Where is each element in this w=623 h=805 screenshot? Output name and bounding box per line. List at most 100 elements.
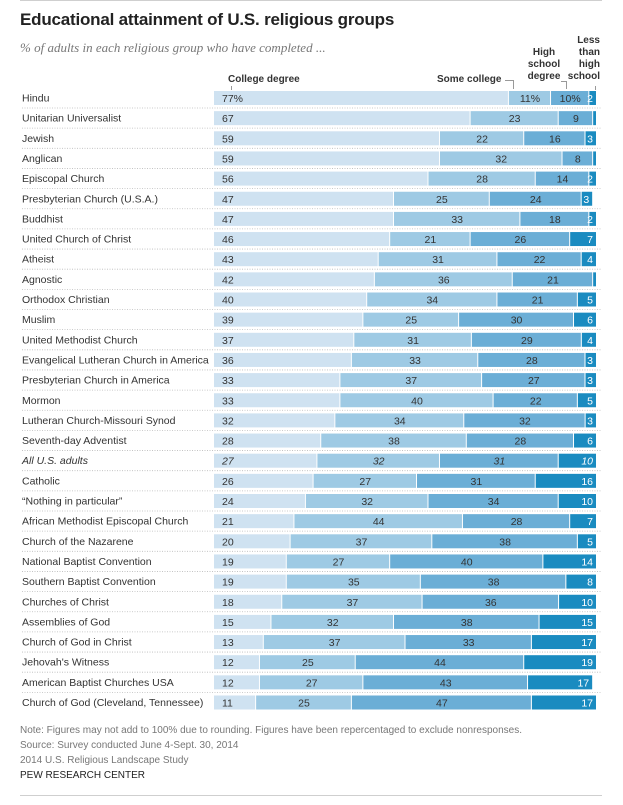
bar-segment-high-school	[432, 534, 577, 549]
category-label: Hindu	[22, 93, 50, 105]
category-label: Jehovah's Witness	[22, 657, 109, 669]
bar-segment-some-college	[428, 171, 535, 186]
bar-row: Orthodox Christian 40 34 21 5	[22, 292, 596, 307]
bar-row: Seventh-day Adventist 28 38 28 6	[22, 433, 596, 448]
data-label-some-college: 11%	[520, 93, 540, 105]
data-label-high-school: 26	[515, 234, 527, 246]
bar-segment-less-than-high-school	[559, 594, 596, 609]
bar-segment-college	[214, 695, 256, 710]
legend-college-tick	[231, 86, 232, 90]
bar-segment-high-school	[459, 312, 574, 327]
bar-segment-high-school	[351, 695, 531, 710]
data-label-college: 33	[222, 375, 234, 387]
legend-college-degree: College degree	[228, 74, 300, 85]
data-label-less-than-high-school: 17	[577, 677, 589, 689]
bar-segment-college	[214, 514, 294, 529]
data-label-college: 59	[222, 153, 234, 165]
bar-segment-college	[214, 554, 286, 569]
bar-segment-high-school	[355, 655, 524, 670]
bar-segment-less-than-high-school	[585, 413, 596, 428]
bar-segment-high-school	[394, 614, 539, 629]
bar-segment-high-school	[478, 352, 585, 367]
data-label-college: 32	[222, 415, 234, 427]
data-label-college: 40	[222, 295, 234, 307]
bar-segment-less-than-high-school	[585, 131, 596, 146]
bar-row: Church of God in Christ 13 37 33 17	[22, 635, 596, 650]
bar-segment-college	[214, 534, 290, 549]
bar-segment-college	[214, 292, 367, 307]
data-label-some-college: 33	[409, 355, 421, 367]
bar-segment-some-college	[340, 373, 482, 388]
bar-segment-less-than-high-school	[528, 675, 593, 690]
data-label-college: 37	[222, 335, 234, 347]
data-label-less-than-high-school: 14	[581, 556, 593, 568]
bar-segment-high-school	[524, 131, 585, 146]
category-label: Seventh-day Adventist	[22, 435, 127, 447]
bar-row: Presbyterian Church in America 33 37 27 3	[22, 373, 596, 388]
data-label-less-than-high-school: 7	[587, 516, 593, 528]
bar-segment-college	[214, 131, 439, 146]
bar-row: Lutheran Church-Missouri Synod 32 34 32 3	[22, 413, 596, 428]
bar-segment-college	[214, 453, 317, 468]
category-label: Anglican	[22, 153, 62, 165]
data-label-less-than-high-school: 17	[581, 698, 593, 710]
legend-some-college-hook	[505, 80, 514, 89]
bar-segment-less-than-high-school	[558, 453, 596, 468]
chart-title: Educational attainment of U.S. religious…	[20, 10, 395, 29]
data-label-less-than-high-school: 10	[581, 496, 593, 508]
data-label-college: 33	[222, 395, 234, 407]
legend-less-line-1: Less	[577, 35, 600, 46]
bar-segment-college	[214, 655, 259, 670]
data-label-college: 27	[221, 456, 235, 468]
bar-row: African Methodist Episcopal Church 21 44 28…	[22, 514, 596, 529]
bar-row: Atheist 43 31 22 4	[22, 252, 596, 267]
data-label-college: 47	[222, 194, 234, 206]
data-label-high-school: 36	[485, 597, 497, 609]
category-label: Jewish	[22, 133, 54, 145]
bar-segment-less-than-high-school	[581, 332, 596, 347]
data-label-some-college: 31	[432, 254, 444, 266]
bar-segment-some-college	[439, 151, 562, 166]
data-label-college: 12	[222, 657, 234, 669]
data-label-some-college: 25	[298, 698, 310, 710]
data-label-less-than-high-school: 16	[581, 476, 593, 488]
data-label-some-college: 32	[373, 456, 385, 468]
bar-segment-less-than-high-school	[574, 433, 596, 448]
category-label: Church of the Nazarene	[22, 536, 134, 548]
bar-segment-high-school	[535, 171, 589, 186]
bar-segment-some-college	[351, 352, 478, 367]
bar-segment-some-college	[508, 91, 551, 105]
data-label-some-college: 27	[359, 476, 371, 488]
data-label-high-school: 10%	[560, 93, 581, 105]
category-label: African Methodist Episcopal Church	[22, 516, 188, 528]
bar-segment-high-school	[363, 675, 528, 690]
bar-segment-high-school	[462, 514, 570, 529]
bar-segment-college	[214, 312, 363, 327]
data-label-less-than-high-school: 4	[587, 254, 593, 266]
legend-less-line-2: than	[578, 47, 600, 58]
data-label-less-than-high-school: 4	[587, 335, 593, 347]
bar-segment-high-school	[520, 211, 589, 226]
bar-segment-college	[214, 594, 282, 609]
data-label-college: 67	[222, 113, 234, 125]
bar-segment-high-school	[558, 111, 593, 126]
data-label-some-college: 32	[327, 617, 339, 629]
data-label-high-school: 34	[488, 496, 500, 508]
data-label-high-school: 9	[573, 113, 579, 125]
bar-segment-college	[214, 191, 394, 206]
top-rule	[20, 0, 602, 1]
category-label: Episcopal Church	[22, 173, 104, 185]
data-label-high-school: 29	[521, 335, 533, 347]
bar-segment-college	[214, 413, 335, 428]
chart-subtitle: % of adults in each religious group who …	[20, 40, 326, 55]
category-label: Assemblies of God	[22, 616, 110, 628]
bar-segment-college	[214, 332, 354, 347]
bar-segment-college	[214, 675, 259, 690]
data-label-high-school: 22	[534, 254, 546, 266]
data-label-college: 24	[222, 496, 234, 508]
data-label-high-school: 21	[532, 295, 544, 307]
category-label: Buddhist	[22, 213, 63, 225]
data-label-high-school: 30	[511, 315, 523, 327]
data-label-high-school: 38	[461, 617, 473, 629]
category-label: National Baptist Convention	[22, 556, 152, 568]
